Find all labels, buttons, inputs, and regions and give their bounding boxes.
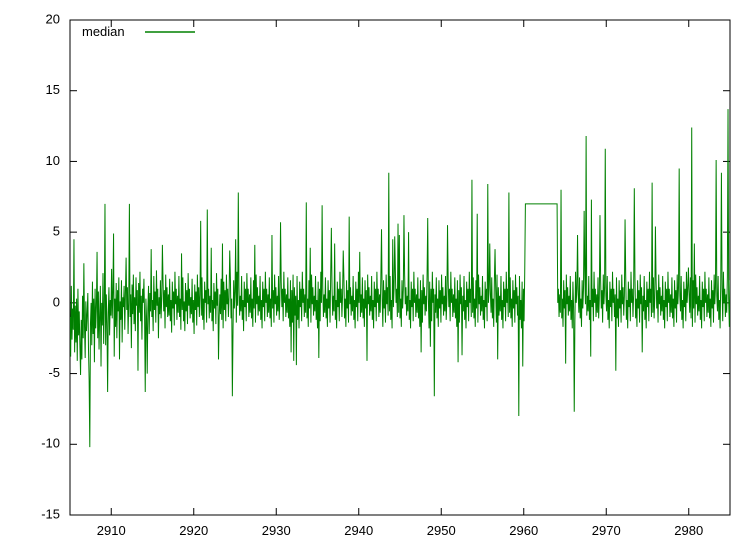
ytick-label: 10	[46, 153, 60, 168]
ytick-label: -10	[41, 436, 60, 451]
line-chart: -15 -10 -5 0 5 10 15 20 2910 2920 2930 2940 2950 2960…	[0, 0, 750, 560]
legend-label: median	[82, 24, 125, 39]
ytick-label: 20	[46, 11, 60, 26]
xtick-label: 2920	[179, 523, 208, 538]
xtick-label: 2950	[427, 523, 456, 538]
ytick-label: 0	[53, 294, 60, 309]
ytick-label: -5	[48, 365, 60, 380]
median-line	[70, 109, 730, 447]
xtick-label: 2930	[262, 523, 291, 538]
xtick-label: 2910	[97, 523, 126, 538]
xtick-label: 2970	[592, 523, 621, 538]
ytick-label: -15	[41, 506, 60, 521]
xtick-label: 2960	[509, 523, 538, 538]
xtick-label: 2980	[674, 523, 703, 538]
ytick-label: 15	[46, 82, 60, 97]
ytick-label: 5	[53, 224, 60, 239]
xtick-label: 2940	[344, 523, 373, 538]
